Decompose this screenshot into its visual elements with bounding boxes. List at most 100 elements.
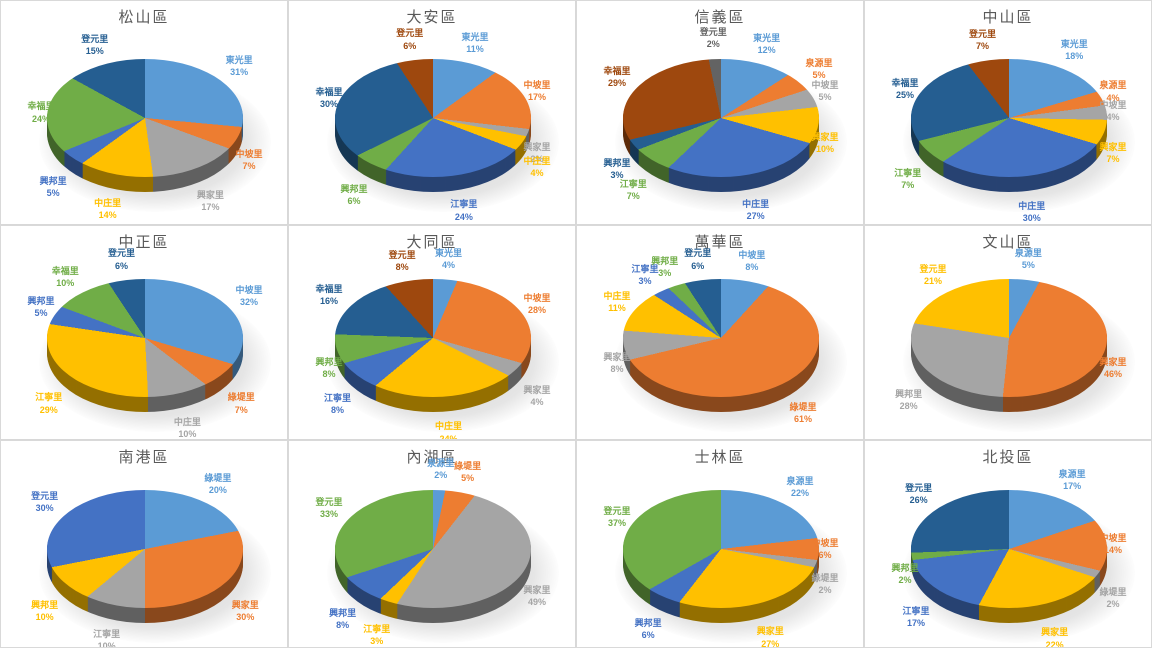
slice-label: 幸福里 16% bbox=[315, 283, 342, 307]
slice-label-name: 中庄里 bbox=[603, 290, 631, 301]
pie-3d[interactable] bbox=[623, 59, 819, 177]
slice-label-name: 登元里 bbox=[81, 33, 109, 44]
slice-label: 東光里 18% bbox=[1061, 38, 1088, 62]
slice-label-name: 幸福里 bbox=[51, 265, 79, 276]
slice-label: 東光里 31% bbox=[226, 54, 253, 78]
pie-3d[interactable] bbox=[623, 279, 819, 397]
slice-label-percent: 32% bbox=[239, 296, 259, 307]
slice-label: 東光里 12% bbox=[753, 31, 780, 55]
slice-label-percent: 7% bbox=[975, 40, 989, 51]
slice-label: 登元里 2% bbox=[700, 26, 727, 50]
pie-3d[interactable] bbox=[335, 279, 531, 397]
slice-label-name: 東光里 bbox=[753, 32, 781, 43]
slice-label-percent: 2% bbox=[434, 470, 448, 481]
slice-label-name: 東光里 bbox=[1060, 38, 1088, 49]
pie-3d[interactable] bbox=[911, 490, 1107, 608]
slice-label-percent: 3% bbox=[638, 275, 652, 286]
slice-label: 興邦里 3% bbox=[651, 255, 678, 279]
pie-chart-panel[interactable]: 內湖區 泉源里 2% 綠堤里 5% 興家里 49% 江寧里 3% 興邦里 8% 登元里 33% bbox=[288, 440, 576, 648]
pie-3d[interactable] bbox=[335, 490, 531, 608]
chart-title: 內湖區 bbox=[406, 449, 458, 466]
pie-chart-panel[interactable]: 信義區 東光里 12% 泉源里 5% 中坡里 5% 興家里 10% 中庄里 27% 江寧里 7% 興邦里 3… bbox=[576, 0, 864, 225]
pie-chart-panel[interactable]: 士林區 泉源里 22% 中坡里 6% 綠堤里 2% 興家里 27% 興邦里 6% 登元里 37% bbox=[576, 440, 864, 648]
slice-label-percent: 22% bbox=[791, 488, 810, 499]
slice-label-percent: 3% bbox=[370, 636, 384, 647]
slice-label: 幸福里 25% bbox=[891, 77, 918, 101]
slice-label: 江寧里 3% bbox=[631, 263, 658, 287]
slice-label-percent: 10% bbox=[35, 612, 54, 623]
pie-chart-panel[interactable]: 中正區 中坡里 32% 綠堤里 7% 中庄里 10% 江寧里 29% 興邦里 5% 幸福里 10% 登元里… bbox=[0, 225, 288, 440]
chart-title: 大安區 bbox=[406, 9, 458, 26]
slice-label-percent: 8% bbox=[745, 261, 759, 272]
pie-chart-panel[interactable]: 大安區 東光里 11% 中坡里 17% 興家里 2% 中庄里 4% 江寧里 24% 興邦里 6% 幸福里 3… bbox=[288, 0, 576, 225]
slice-label: 泉源里 5% bbox=[805, 57, 832, 81]
slice-label-percent: 24% bbox=[454, 211, 473, 222]
chart-title: 大同區 bbox=[406, 234, 458, 251]
slice-label-percent: 16% bbox=[319, 296, 339, 307]
pie-chart-panel[interactable]: 萬華區 中坡里 8% 綠堤里 61% 興家里 8% 中庄里 11% 江寧里 3% 興邦里 3% 登元里 6% bbox=[576, 225, 864, 440]
slice-label: 登元里 37% bbox=[603, 505, 630, 529]
slice-label-name: 東光里 bbox=[225, 54, 253, 65]
slice-label-percent: 7% bbox=[626, 190, 640, 201]
slice-label-percent: 37% bbox=[607, 518, 627, 529]
slice-label-percent: 5% bbox=[461, 473, 475, 484]
slice-label-percent: 4% bbox=[442, 259, 456, 270]
slice-label-percent: 25% bbox=[895, 90, 915, 101]
slice-label-name: 幸福里 bbox=[315, 283, 343, 294]
chart-title: 萬華區 bbox=[694, 234, 746, 251]
slice-label-percent: 33% bbox=[319, 509, 339, 520]
slice-label-name: 興邦里 bbox=[651, 255, 679, 266]
slice-label-percent: 8% bbox=[330, 404, 344, 415]
slice-label-name: 幸福里 bbox=[603, 66, 631, 77]
pie-chart-panel[interactable]: 文山區 泉源里 5% 興家里 46% 興邦里 28% 登元里 21% bbox=[864, 225, 1152, 440]
pie-3d[interactable] bbox=[911, 279, 1107, 397]
pie-chart-panel[interactable]: 中山區 東光里 18% 泉源里 4% 中坡里 4% 興家里 7% 中庄里 30% 江寧里 7% 幸福里 25… bbox=[864, 0, 1152, 225]
slice-label-name: 東光里 bbox=[461, 31, 489, 42]
chart-title: 士林區 bbox=[694, 449, 746, 466]
slice-label: 登元里 6% bbox=[396, 27, 423, 51]
slice-label-percent: 27% bbox=[746, 210, 765, 221]
pie-chart-panel[interactable]: 大同區 東光里 4% 中坡里 28% 興家里 4% 中庄里 24% 江寧里 8% 興邦里 8% 幸福里 16… bbox=[288, 225, 576, 440]
slice-label-percent: 29% bbox=[607, 78, 627, 89]
slice-label-percent: 3% bbox=[658, 267, 672, 278]
chart-title: 北投區 bbox=[982, 449, 1034, 466]
slice-label-percent: 6% bbox=[115, 260, 129, 271]
slice-label: 登元里 7% bbox=[969, 28, 996, 52]
slice-label-percent: 14% bbox=[98, 210, 117, 221]
pie-3d[interactable] bbox=[47, 279, 243, 397]
slice-label-name: 幸福里 bbox=[315, 86, 343, 97]
slice-label-percent: 8% bbox=[336, 619, 350, 630]
slice-label-percent: 17% bbox=[906, 617, 925, 628]
chart-title: 文山區 bbox=[982, 234, 1034, 251]
slice-label: 登元里 33% bbox=[315, 496, 342, 520]
slice-label-name: 興邦里 bbox=[27, 295, 55, 306]
pie-3d[interactable] bbox=[47, 59, 243, 177]
slice-label-name: 登元里 bbox=[396, 28, 424, 39]
slice-label-percent: 6% bbox=[347, 195, 361, 206]
pie-chart-panel[interactable]: 南港區 綠堤里 20% 興家里 30% 江寧里 10% 興邦里 10% 登元里 30% bbox=[0, 440, 288, 648]
slice-label-name: 中坡里 bbox=[811, 79, 839, 90]
pie-3d[interactable] bbox=[335, 59, 531, 177]
slice-label: 東光里 11% bbox=[461, 31, 488, 55]
slice-label: 登元里 26% bbox=[905, 482, 932, 506]
slice-label-name: 泉源里 bbox=[1058, 469, 1086, 479]
slice-label-percent: 26% bbox=[909, 495, 928, 506]
pie-chart-panel[interactable]: 北投區 泉源里 17% 中坡里 14% 綠堤里 2% 興家里 22% 江寧里 17% 興邦里 2% 登元里… bbox=[864, 440, 1152, 648]
pie-3d[interactable] bbox=[911, 59, 1107, 177]
pie-3d[interactable] bbox=[623, 490, 819, 608]
slice-label-name: 綠堤里 bbox=[204, 473, 232, 484]
slice-label-name: 泉源里 bbox=[1099, 80, 1127, 91]
slice-label-percent: 11% bbox=[466, 43, 484, 54]
slice-label-percent: 29% bbox=[39, 404, 58, 415]
pie-chart-panel[interactable]: 松山區 東光里 31% 中坡里 7% 興家里 17% 中庄里 14% 興邦里 5% 幸福里 24% 登元里… bbox=[0, 0, 288, 225]
slice-label: 幸福里 10% bbox=[52, 265, 79, 289]
slice-label-percent: 30% bbox=[1022, 212, 1041, 223]
slice-label: 中庄里 11% bbox=[603, 290, 630, 314]
slice-label-percent: 12% bbox=[757, 44, 776, 55]
slice-label-name: 泉源里 bbox=[805, 57, 833, 68]
pie-3d[interactable] bbox=[47, 490, 243, 608]
slice-label-percent: 20% bbox=[208, 485, 227, 496]
slice-label: 幸福里 29% bbox=[603, 65, 630, 89]
slice-label-name: 中坡里 bbox=[523, 292, 551, 303]
